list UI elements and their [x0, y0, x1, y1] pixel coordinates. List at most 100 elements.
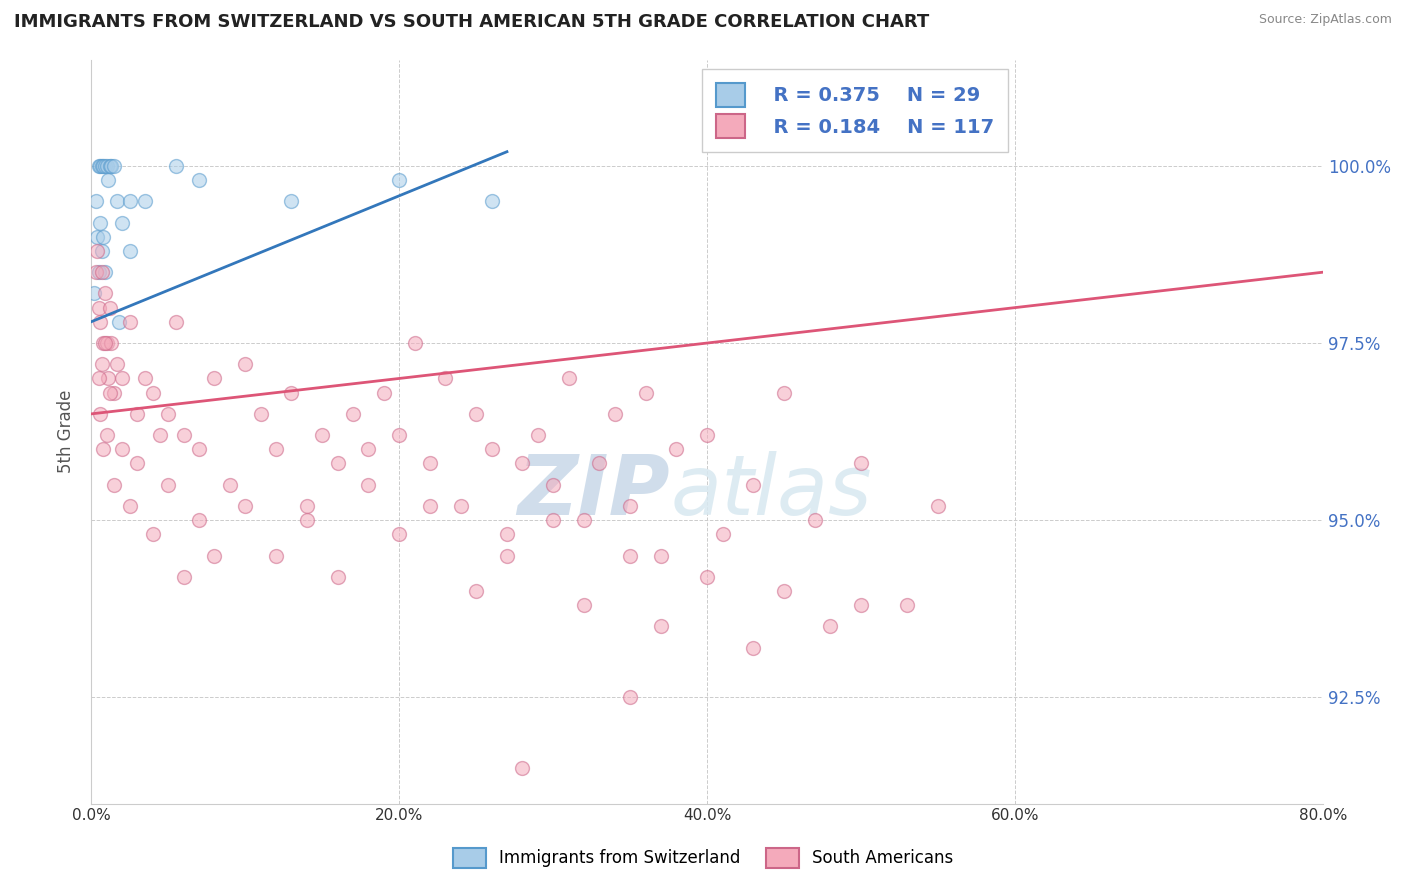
- Point: [541, 513, 564, 527]
- Point: [650, 549, 672, 563]
- Point: [157, 407, 180, 421]
- Point: [127, 407, 149, 421]
- Point: [86, 229, 108, 244]
- Point: [84, 194, 107, 209]
- Point: [280, 194, 302, 209]
- Point: [450, 499, 472, 513]
- Point: [773, 385, 796, 400]
- Point: [388, 173, 411, 187]
- Point: [650, 619, 672, 633]
- Point: [127, 457, 149, 471]
- Point: [481, 442, 503, 457]
- Point: [188, 173, 211, 187]
- Text: Source: ZipAtlas.com: Source: ZipAtlas.com: [1258, 13, 1392, 27]
- Point: [90, 265, 112, 279]
- Point: [311, 428, 333, 442]
- Point: [326, 457, 349, 471]
- Point: [98, 159, 121, 173]
- Point: [93, 442, 115, 457]
- Point: [696, 570, 718, 584]
- Point: [465, 407, 488, 421]
- Point: [742, 640, 765, 655]
- Point: [157, 477, 180, 491]
- Point: [619, 549, 641, 563]
- Point: [87, 159, 110, 173]
- Point: [111, 216, 134, 230]
- Point: [108, 315, 131, 329]
- Point: [927, 499, 949, 513]
- Point: [89, 159, 111, 173]
- Point: [173, 428, 195, 442]
- Point: [94, 159, 117, 173]
- Point: [419, 499, 441, 513]
- Point: [93, 159, 115, 173]
- Point: [773, 584, 796, 599]
- Point: [295, 513, 318, 527]
- Point: [188, 513, 211, 527]
- Point: [165, 315, 187, 329]
- Point: [711, 527, 734, 541]
- Point: [100, 336, 122, 351]
- Point: [149, 428, 172, 442]
- Point: [94, 336, 117, 351]
- Point: [357, 477, 380, 491]
- Point: [118, 194, 141, 209]
- Point: [142, 527, 165, 541]
- Point: [512, 761, 534, 775]
- Point: [100, 159, 122, 173]
- Point: [188, 442, 211, 457]
- Point: [419, 457, 441, 471]
- Point: [165, 159, 187, 173]
- Point: [87, 301, 110, 315]
- Point: [98, 385, 121, 400]
- Point: [849, 457, 872, 471]
- Point: [202, 549, 225, 563]
- Point: [264, 549, 287, 563]
- Point: [295, 499, 318, 513]
- Point: [90, 244, 112, 258]
- Legend:   R = 0.375    N = 29,   R = 0.184    N = 117: R = 0.375 N = 29, R = 0.184 N = 117: [702, 70, 1008, 152]
- Point: [742, 477, 765, 491]
- Point: [111, 442, 134, 457]
- Point: [202, 371, 225, 385]
- Point: [89, 407, 111, 421]
- Point: [93, 229, 115, 244]
- Point: [96, 159, 118, 173]
- Point: [103, 159, 125, 173]
- Text: IMMIGRANTS FROM SWITZERLAND VS SOUTH AMERICAN 5TH GRADE CORRELATION CHART: IMMIGRANTS FROM SWITZERLAND VS SOUTH AME…: [14, 13, 929, 31]
- Point: [89, 216, 111, 230]
- Point: [249, 407, 271, 421]
- Legend: Immigrants from Switzerland, South Americans: Immigrants from Switzerland, South Ameri…: [446, 841, 960, 875]
- Point: [634, 385, 657, 400]
- Point: [526, 428, 548, 442]
- Point: [849, 598, 872, 612]
- Point: [696, 428, 718, 442]
- Point: [357, 442, 380, 457]
- Point: [481, 194, 503, 209]
- Point: [264, 442, 287, 457]
- Point: [588, 457, 610, 471]
- Point: [820, 619, 842, 633]
- Point: [103, 385, 125, 400]
- Point: [98, 301, 121, 315]
- Point: [173, 570, 195, 584]
- Point: [280, 385, 302, 400]
- Point: [105, 357, 128, 371]
- Point: [619, 499, 641, 513]
- Point: [89, 315, 111, 329]
- Point: [557, 371, 579, 385]
- Point: [373, 385, 395, 400]
- Point: [496, 527, 519, 541]
- Point: [87, 265, 110, 279]
- Point: [541, 477, 564, 491]
- Point: [326, 570, 349, 584]
- Point: [465, 584, 488, 599]
- Point: [96, 428, 118, 442]
- Point: [83, 286, 105, 301]
- Point: [87, 371, 110, 385]
- Point: [134, 371, 156, 385]
- Point: [118, 315, 141, 329]
- Point: [93, 336, 115, 351]
- Point: [342, 407, 364, 421]
- Text: ZIP: ZIP: [517, 450, 671, 532]
